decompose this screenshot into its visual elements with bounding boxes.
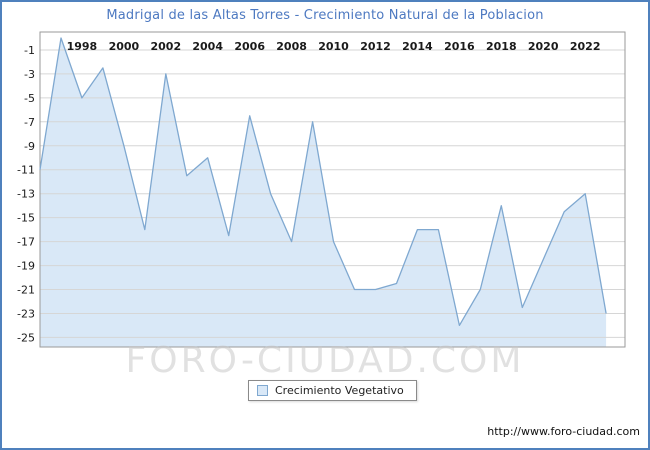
area-chart: -1 -3 -5 -7 -9 -11 -13 -15 -17 -19 -21 -23 -25 1998 20…: [17, 31, 626, 348]
svg-text:-15: -15: [17, 212, 35, 225]
svg-text:2000: 2000: [109, 40, 140, 53]
svg-text:2020: 2020: [528, 40, 559, 53]
legend-label: Crecimiento Vegetativo: [275, 384, 404, 397]
svg-text:-3: -3: [24, 68, 35, 81]
svg-text:-25: -25: [17, 331, 35, 344]
svg-text:2012: 2012: [360, 40, 391, 53]
svg-text:-7: -7: [24, 116, 35, 129]
svg-text:-23: -23: [17, 308, 35, 321]
svg-text:-19: -19: [17, 260, 35, 273]
svg-text:2010: 2010: [318, 40, 349, 53]
svg-text:-11: -11: [17, 164, 35, 177]
chart-title: Madrigal de las Altas Torres - Crecimien…: [106, 8, 544, 23]
svg-text:2004: 2004: [192, 40, 223, 53]
svg-text:2002: 2002: [150, 40, 181, 53]
svg-text:-9: -9: [24, 140, 35, 153]
legend: Crecimiento Vegetativo: [248, 380, 417, 401]
footer-url: http://www.foro-ciudad.com: [487, 425, 640, 438]
svg-text:-1: -1: [24, 44, 35, 57]
svg-text:2018: 2018: [486, 40, 517, 53]
svg-text:-5: -5: [24, 92, 35, 105]
svg-text:-21: -21: [17, 284, 35, 297]
legend-swatch-icon: [257, 385, 268, 396]
svg-text:2014: 2014: [402, 40, 433, 53]
svg-text:2008: 2008: [276, 40, 307, 53]
svg-text:2016: 2016: [444, 40, 475, 53]
svg-text:2006: 2006: [234, 40, 265, 53]
svg-text:1998: 1998: [67, 40, 98, 53]
svg-text:-13: -13: [17, 188, 35, 201]
svg-text:-17: -17: [17, 236, 35, 249]
svg-text:2022: 2022: [570, 40, 601, 53]
